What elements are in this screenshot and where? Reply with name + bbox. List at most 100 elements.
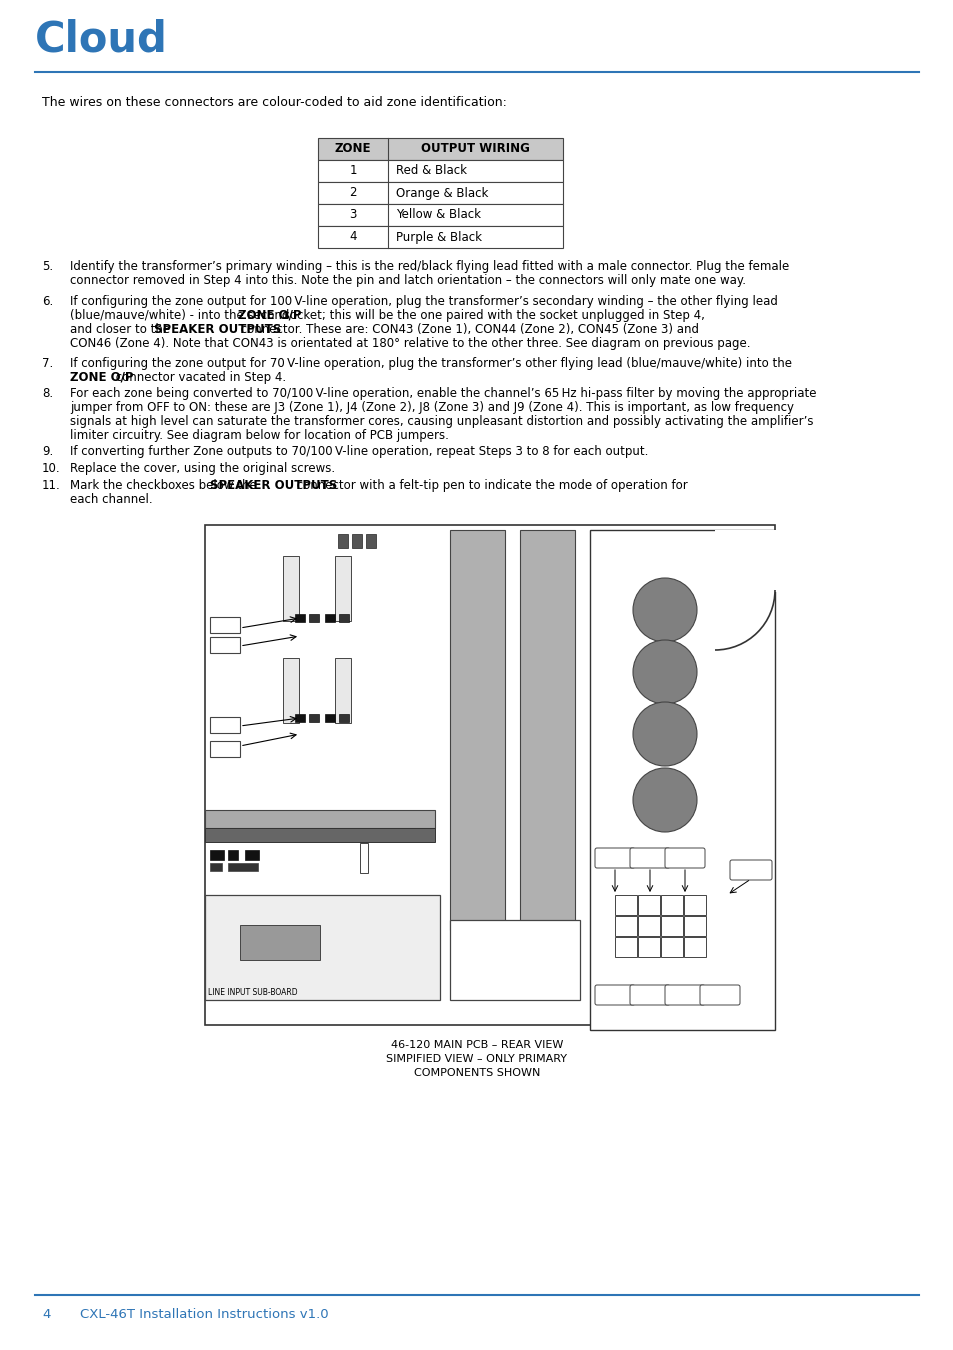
Text: ZONE O/P: ZONE O/P [70,371,133,383]
Bar [210,863,222,871]
Text: 7.: 7. [42,356,53,370]
Text: and closer to the: and closer to the [70,323,173,336]
Text: connector. These are: CON43 (Zone 1), CON44 (Zone 2), CON45 (Zone 3) and: connector. These are: CON43 (Zone 1), CO… [236,323,699,336]
Text: Cloud: Cloud [35,18,168,59]
FancyBboxPatch shape [664,986,704,1004]
Bar [337,535,348,548]
Bar [317,225,562,248]
Bar [210,717,240,733]
Text: limiter circuitry. See diagram below for location of PCB jumpers.: limiter circuitry. See diagram below for… [70,429,449,441]
Bar [615,895,637,915]
Bar [210,850,224,860]
Circle shape [633,578,697,643]
FancyBboxPatch shape [664,848,704,868]
Text: 9.: 9. [42,446,53,458]
Bar [366,535,375,548]
Text: 8.: 8. [42,387,53,400]
Bar [317,204,562,225]
Text: connector with a felt-tip pen to indicate the mode of operation for: connector with a felt-tip pen to indicat… [293,479,687,491]
Text: SPEAKER OUTPUTS: SPEAKER OUTPUTS [210,479,337,491]
Text: CON46 (Zone 4). Note that CON43 is orientated at 180° relative to the other thre: CON46 (Zone 4). Note that CON43 is orien… [70,338,750,350]
Text: 1: 1 [349,165,356,177]
Bar [317,182,562,204]
Bar [210,741,240,757]
Bar [205,828,435,842]
Bar [325,714,335,722]
Bar [325,614,335,622]
Text: CON43: CON43 [599,991,629,999]
Bar [352,535,361,548]
Circle shape [633,702,697,765]
Bar [660,895,682,915]
Bar [294,614,305,622]
Bar [317,138,562,161]
Text: Mark the checkboxes below the: Mark the checkboxes below the [70,479,260,491]
Bar [335,657,351,724]
Text: each channel.: each channel. [70,493,152,506]
Text: The wires on these connectors are colour-coded to aid zone identification:: The wires on these connectors are colour… [42,96,506,109]
Circle shape [633,640,697,703]
Text: If configuring the zone output for 70 V-line operation, plug the transformer’s o: If configuring the zone output for 70 V-… [70,356,791,370]
Text: 11.: 11. [42,479,61,491]
Bar [615,917,637,936]
Bar [205,525,774,1025]
Bar [638,895,659,915]
Text: CON44: CON44 [635,991,664,999]
FancyBboxPatch shape [595,848,635,868]
Text: 46-120 MAIN PCB – REAR VIEW: 46-120 MAIN PCB – REAR VIEW [391,1040,562,1050]
Text: 6.: 6. [42,296,53,308]
Text: J8: J8 [219,720,230,730]
Bar [338,714,349,722]
Bar [335,556,351,621]
Bar [294,714,305,722]
Bar [210,637,240,653]
Text: J4: J4 [219,640,230,649]
Bar [660,937,682,957]
FancyBboxPatch shape [700,986,740,1004]
Bar [615,937,637,957]
Bar [359,842,368,873]
Bar [638,937,659,957]
Text: Purple & Black: Purple & Black [395,231,481,243]
Bar [683,895,705,915]
Bar [589,531,774,1030]
Circle shape [633,768,697,832]
Text: CON40: CON40 [670,853,699,863]
Text: Identify the transformer’s primary winding – this is the red/black flying lead f: Identify the transformer’s primary windi… [70,261,788,273]
Text: 5.: 5. [42,261,53,273]
Text: LINE INPUT SUB-BOARD: LINE INPUT SUB-BOARD [208,988,297,998]
Text: J3: J3 [219,744,230,755]
Bar [283,556,298,621]
Text: Replace the cover, using the original screws.: Replace the cover, using the original sc… [70,462,335,475]
Bar [205,810,435,828]
Text: CON41: CON41 [736,865,765,875]
Bar [283,657,298,724]
Bar [450,531,504,930]
Bar [660,917,682,936]
FancyBboxPatch shape [729,860,771,880]
Text: CON39: CON39 [635,853,664,863]
Text: 2: 2 [349,186,356,200]
FancyBboxPatch shape [629,848,669,868]
Text: If configuring the zone output for 100 V-line operation, plug the transformer’s : If configuring the zone output for 100 V… [70,296,777,308]
Bar [309,714,318,722]
Text: CXL-46T Installation Instructions v1.0: CXL-46T Installation Instructions v1.0 [80,1308,328,1322]
Text: OUTPUT WIRING: OUTPUT WIRING [420,143,529,155]
Text: SPEAKER OUTPUTS: SPEAKER OUTPUTS [153,323,281,336]
Bar [210,617,240,633]
Bar [519,531,575,930]
Text: 4: 4 [349,231,356,243]
Bar [683,917,705,936]
Text: CON45: CON45 [670,991,699,999]
Bar [338,614,349,622]
Text: socket; this will be the one paired with the socket unplugged in Step 4,: socket; this will be the one paired with… [280,309,704,323]
Text: CON46: CON46 [704,991,734,999]
Text: connector removed in Step 4 into this. Note the pin and latch orientation – the : connector removed in Step 4 into this. N… [70,274,745,288]
Bar [309,614,318,622]
Bar [638,917,659,936]
Text: For each zone being converted to 70/100 V-line operation, enable the channel’s 6: For each zone being converted to 70/100 … [70,387,816,400]
Text: (blue/mauve/white) - into the second: (blue/mauve/white) - into the second [70,309,293,323]
Text: J9: J9 [219,620,230,630]
Bar [240,925,319,960]
Bar [245,850,258,860]
